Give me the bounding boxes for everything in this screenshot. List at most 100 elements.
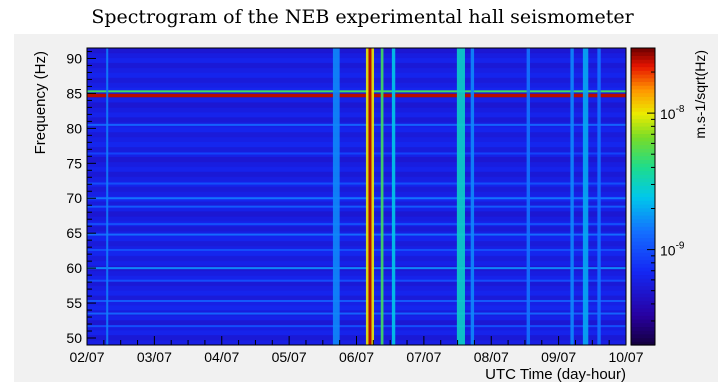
heatmap-row — [87, 320, 626, 326]
colorbar-segment — [631, 244, 655, 250]
colorbar-segment — [631, 237, 655, 242]
colorbar-segment — [631, 211, 655, 216]
spectral-line — [87, 90, 626, 93]
colorbar-segment — [631, 189, 655, 194]
colorbar-segment — [631, 330, 655, 335]
colorbar-segment — [631, 333, 655, 339]
broadband-band — [332, 48, 340, 345]
colorbar-segment — [631, 285, 655, 290]
x-tick-label: 02/07 — [69, 349, 104, 365]
broadband-band — [597, 48, 601, 345]
colorbar-segment — [631, 304, 655, 309]
spectral-line — [87, 182, 626, 185]
y-tick-label: 60 — [66, 260, 82, 276]
colorbar-segment — [631, 111, 655, 116]
heatmap-row — [87, 137, 626, 143]
heatmap-row — [87, 236, 626, 242]
colorbar-segment — [631, 137, 655, 142]
colorbar-label: m.s-1/sqrt(Hz) — [692, 50, 708, 139]
x-tick-label: 07/07 — [406, 349, 441, 365]
colorbar-segment — [631, 307, 655, 313]
spectral-line — [87, 248, 626, 251]
colorbar-segment — [631, 155, 655, 160]
colorbar-segment — [631, 278, 655, 283]
colorbar-segment — [631, 289, 655, 294]
spectral-line — [87, 299, 626, 302]
heatmap-row — [87, 270, 626, 277]
colorbar-segment — [631, 77, 655, 83]
colorbar-segment — [631, 125, 655, 131]
heatmap-row — [87, 305, 626, 311]
y-tick-label: 80 — [66, 120, 82, 136]
colorbar-segment — [631, 322, 655, 328]
colorbar-segment — [631, 192, 655, 198]
x-tick-label: 06/07 — [339, 349, 374, 365]
heatmap-row — [87, 255, 626, 262]
colorbar-segment — [631, 341, 655, 346]
heatmap-row — [87, 117, 626, 123]
heatmap-row — [87, 107, 626, 113]
colorbar-segment — [631, 166, 655, 172]
y-tick-label: 50 — [66, 330, 82, 346]
colorbar-segment — [631, 185, 655, 190]
spectral-line — [87, 205, 626, 208]
colorbar-segment — [631, 133, 655, 138]
colorbar-segment — [631, 144, 655, 149]
colorbar-segment — [631, 293, 655, 298]
colorbar-segment — [631, 118, 655, 123]
heatmap-row — [87, 246, 626, 252]
colorbar-segment — [631, 196, 655, 201]
colorbar-segment — [631, 215, 655, 220]
colorbar-segment — [631, 326, 655, 331]
chart-title: Spectrogram of the NEB experimental hall… — [91, 6, 634, 28]
heatmap-row — [87, 142, 626, 148]
colorbar-segment — [631, 177, 655, 183]
heatmap-row — [87, 275, 626, 282]
heatmap-row — [87, 112, 626, 118]
heatmap-row — [87, 176, 626, 183]
colorbar-segment — [631, 222, 655, 227]
heatmap-row — [87, 82, 626, 89]
colorbar-segment — [631, 252, 655, 257]
heatmap-row — [87, 285, 626, 292]
colorbar-tick-label: 10-8 — [660, 104, 685, 122]
spectral-line — [87, 123, 626, 126]
heatmap-row — [87, 102, 626, 108]
colorbar-segment — [631, 233, 655, 238]
y-tick-label: 65 — [66, 225, 82, 241]
x-tick-label: 04/07 — [204, 349, 239, 365]
heatmap-row — [87, 77, 626, 84]
heatmap-row — [87, 132, 626, 138]
colorbar-segment — [631, 96, 655, 101]
colorbar-segment — [631, 226, 655, 231]
colorbar-segment — [631, 163, 655, 168]
colorbar-tick-label: 10-9 — [660, 241, 685, 259]
colorbar-segment — [631, 66, 655, 71]
x-tick-label: 08/07 — [474, 349, 509, 365]
heatmap-row — [87, 250, 626, 257]
colorbar-segment — [631, 229, 655, 235]
colorbar-segment — [631, 181, 655, 186]
colorbar-segment — [631, 151, 655, 157]
spectral-line — [87, 325, 626, 328]
heatmap-row — [87, 171, 626, 178]
colorbar-segment — [631, 311, 655, 316]
broadband-band — [380, 48, 384, 345]
colorbar-segment — [631, 218, 655, 224]
heatmap-row — [87, 161, 626, 168]
colorbar-segment — [631, 207, 655, 212]
y-tick-label: 55 — [66, 295, 82, 311]
heatmap-row — [87, 97, 626, 103]
colorbar-segment — [631, 140, 655, 146]
broadband-band — [582, 48, 589, 345]
spectral-line — [87, 233, 626, 236]
chart-frame: 50 55 60 65 70 75 80 85 90 02/07 03/07 04/07 05/07 06… — [14, 34, 718, 382]
x-tick-label: 09/07 — [541, 349, 576, 365]
spectral-line — [87, 267, 626, 270]
colorbar-segment — [631, 88, 655, 94]
colorbar-segment — [631, 274, 655, 279]
broadband-band — [391, 48, 396, 345]
colorbar-segment — [631, 70, 655, 75]
colorbar-segment — [631, 85, 655, 90]
x-tick-label: 10/07 — [608, 349, 643, 365]
